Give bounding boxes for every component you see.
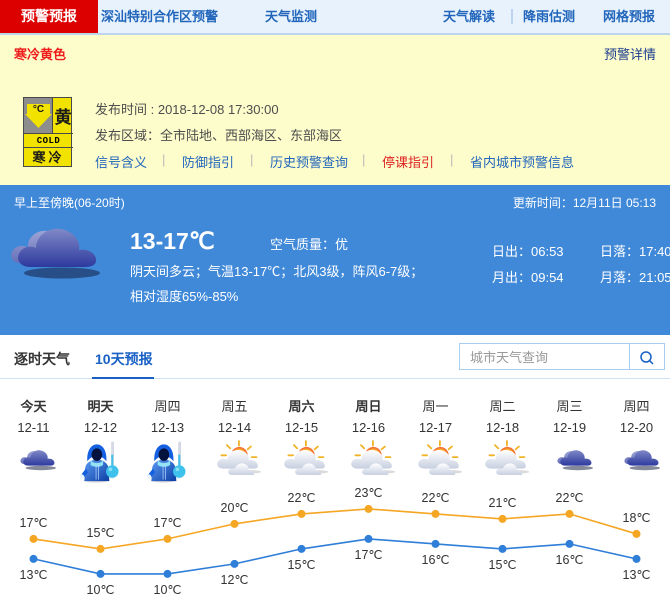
svg-text:22℃: 22℃: [288, 491, 316, 505]
svg-text:10℃: 10℃: [154, 583, 182, 595]
svg-text:17℃: 17℃: [154, 516, 182, 530]
svg-text:23℃: 23℃: [355, 486, 383, 500]
svg-text:18℃: 18℃: [623, 511, 651, 525]
svg-text:17℃: 17℃: [20, 516, 48, 530]
svg-text:15℃: 15℃: [288, 558, 316, 572]
svg-text:10℃: 10℃: [87, 583, 115, 595]
svg-text:16℃: 16℃: [556, 553, 584, 567]
svg-text:15℃: 15℃: [87, 526, 115, 540]
svg-text:12℃: 12℃: [221, 573, 249, 587]
svg-text:22℃: 22℃: [422, 491, 450, 505]
svg-text:20℃: 20℃: [221, 501, 249, 515]
svg-text:13℃: 13℃: [20, 568, 48, 582]
svg-text:16℃: 16℃: [422, 553, 450, 567]
svg-text:13℃: 13℃: [623, 568, 651, 582]
svg-text:15℃: 15℃: [489, 558, 517, 572]
svg-text:17℃: 17℃: [355, 548, 383, 562]
svg-text:21℃: 21℃: [489, 496, 517, 510]
svg-text:22℃: 22℃: [556, 491, 584, 505]
